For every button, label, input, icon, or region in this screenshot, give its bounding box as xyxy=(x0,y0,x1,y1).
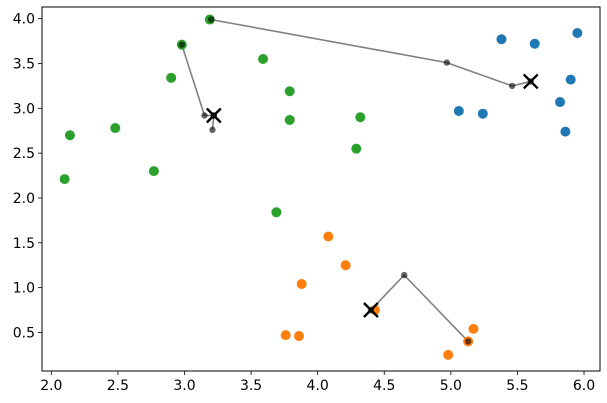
path-green-vertex xyxy=(201,112,208,119)
cluster-blue-point xyxy=(555,97,566,108)
x-tick-label: 5.5 xyxy=(506,378,528,394)
cluster-green-point xyxy=(166,72,177,83)
y-tick-label: 1.5 xyxy=(13,236,35,252)
cluster-orange-point xyxy=(294,331,305,342)
cluster-orange-point xyxy=(468,323,479,334)
path-green-extra-vertex xyxy=(209,126,216,134)
centroid-orange-stroke-b xyxy=(363,302,379,318)
cluster-blue-point xyxy=(565,74,576,85)
cluster-orange-point xyxy=(443,349,454,360)
x-tick-label: 5.0 xyxy=(440,378,462,394)
cluster-green-point xyxy=(258,54,269,64)
x-tick-label: 2.0 xyxy=(40,378,62,394)
path-orange-line xyxy=(370,273,469,342)
path-blue-vertex xyxy=(508,82,516,90)
centroid-blue-stroke-b xyxy=(522,73,539,90)
cluster-orange-point xyxy=(280,330,291,341)
cluster-green-point xyxy=(355,112,366,123)
x-tick-label: 3.0 xyxy=(173,378,195,394)
cluster-blue-point xyxy=(572,28,583,38)
y-tick-label: 3.0 xyxy=(13,101,35,117)
y-tick-label: 3.5 xyxy=(13,56,35,72)
cluster-green-point xyxy=(284,86,295,97)
centroid-markers xyxy=(205,73,539,318)
path-blue-line xyxy=(210,18,531,87)
y-tick-label: 0.5 xyxy=(13,325,35,341)
x-tick-label: 4.0 xyxy=(307,378,329,394)
cluster-green-point xyxy=(271,207,282,218)
centroid-orange xyxy=(363,302,379,318)
path-orange-vertex xyxy=(464,338,472,345)
cluster-green-point xyxy=(59,174,70,185)
centroid-paths xyxy=(181,18,531,342)
cluster-orange-point xyxy=(296,279,307,290)
cluster-green-point xyxy=(351,143,362,154)
cluster-blue-point xyxy=(529,38,540,49)
cluster-blue-point xyxy=(560,126,571,137)
centroid-blue xyxy=(522,73,539,90)
path-blue-vertex xyxy=(207,16,215,23)
y-tick-label: 1.0 xyxy=(13,281,35,297)
axes: 2.0 2.5 3.0 3.5 4.0 4.5 5.0 5.5 6.0 0.5 1.0 1.5 2.0 2… xyxy=(13,12,595,394)
data-points xyxy=(59,14,583,360)
cluster-blue-point xyxy=(477,108,488,119)
cluster-blue-point xyxy=(453,106,464,116)
cluster-green-point xyxy=(148,166,159,177)
y-tick-label: 2.5 xyxy=(13,146,35,162)
path-green-line xyxy=(181,44,214,117)
path-green-vertex xyxy=(178,41,186,48)
y-tick-label: 4.0 xyxy=(13,12,35,28)
x-tick-label: 2.5 xyxy=(107,378,129,394)
axes-frame xyxy=(41,6,601,372)
x-tick-label: 6.0 xyxy=(573,378,595,394)
cluster-green-point xyxy=(284,114,295,125)
cluster-green-point xyxy=(64,130,75,141)
cluster-orange-point xyxy=(323,231,334,242)
x-tick-label: 3.5 xyxy=(240,378,262,394)
centroid-green xyxy=(205,107,222,124)
cluster-orange-point xyxy=(340,260,351,271)
x-tick-label: 4.5 xyxy=(373,378,395,394)
cluster-green-point xyxy=(110,123,121,134)
path-blue-vertex xyxy=(443,59,451,66)
path-orange-vertex xyxy=(401,271,408,279)
plot-frame xyxy=(41,6,601,372)
centroid-green-stroke-b xyxy=(205,107,222,124)
y-tick-label: 2.0 xyxy=(13,191,35,207)
cluster-blue-point xyxy=(496,34,507,45)
